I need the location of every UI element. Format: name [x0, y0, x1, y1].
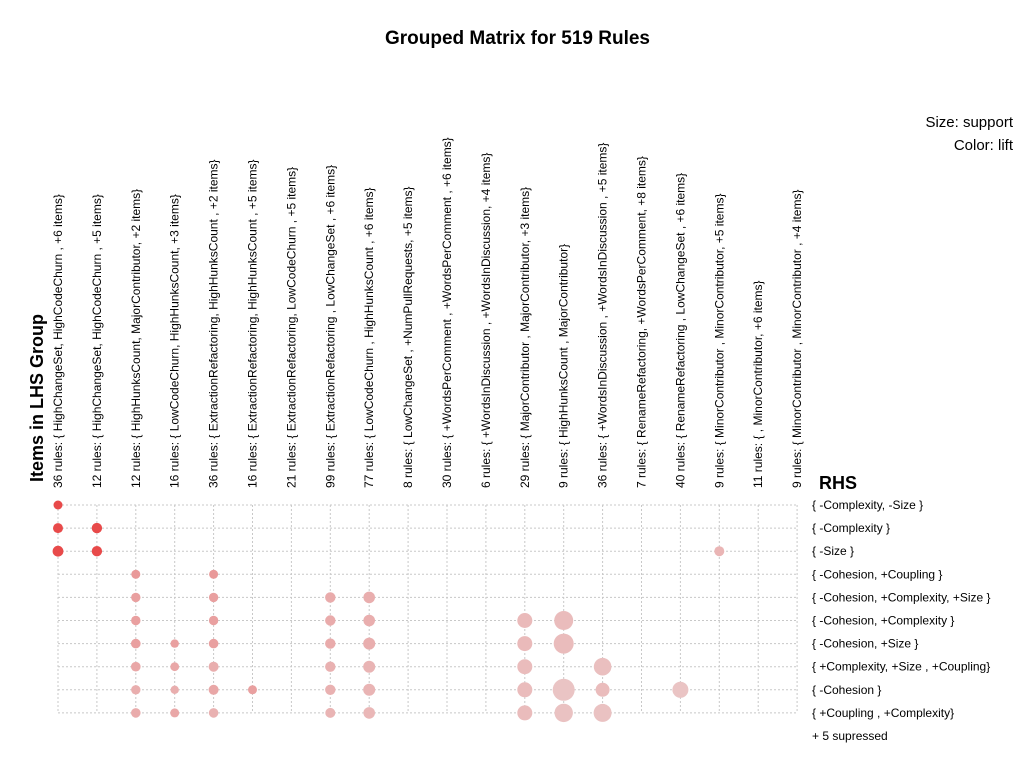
data-point — [325, 661, 336, 672]
chart-title: Grouped Matrix for 519 Rules — [384, 28, 650, 49]
data-point — [208, 708, 219, 718]
data-point — [517, 705, 533, 721]
data-point — [208, 615, 219, 626]
y-axis-label: Items in LHS Group — [27, 314, 47, 482]
column-label: 11 rules: { , MinorContributor, +6 items… — [751, 280, 765, 488]
data-point — [552, 678, 575, 701]
column-label: 12 rules: { HighChangeSet, HighCodeChurn… — [90, 194, 104, 488]
data-point — [131, 685, 141, 695]
data-point — [325, 684, 336, 695]
data-point — [714, 546, 725, 557]
data-point — [593, 703, 612, 722]
column-label: 9 rules: { MinorContributor , MinorContr… — [790, 190, 804, 488]
data-point — [131, 661, 141, 672]
column-label: 16 rules: { ExtractionRefactoring, HighH… — [246, 160, 260, 489]
column-label: 7 rules: { RenameRefactoring, +WordsPerC… — [635, 156, 649, 488]
column-label: 30 rules: { +WordsPerComment , +WordsPer… — [440, 137, 454, 488]
data-point — [208, 684, 219, 695]
data-point — [170, 708, 180, 718]
row-label: { -Cohesion, +Size } — [812, 637, 918, 651]
data-point — [53, 523, 63, 534]
suppressed-note: + 5 supressed — [812, 729, 888, 743]
row-label: { -Cohesion, +Coupling } — [812, 567, 942, 581]
data-point — [131, 708, 141, 718]
column-label: 36 rules: { ExtractionRefactoring, HighH… — [207, 160, 221, 489]
data-point — [91, 522, 103, 534]
data-point — [363, 660, 376, 673]
data-point — [131, 569, 141, 579]
data-point — [91, 546, 103, 557]
data-point — [363, 707, 376, 719]
data-point — [363, 591, 376, 604]
data-point — [554, 703, 573, 723]
data-point — [209, 569, 219, 579]
data-point — [131, 615, 141, 626]
row-label: { -Cohesion } — [812, 683, 881, 697]
data-point — [170, 639, 179, 648]
column-label: 8 rules: { LowChangeSet , +NumPullReques… — [401, 187, 415, 489]
data-point — [325, 592, 336, 603]
data-point — [363, 637, 376, 650]
data-point — [363, 683, 376, 696]
data-point — [325, 615, 336, 626]
column-label: 9 rules: { MinorContributor , MinorContr… — [712, 194, 726, 488]
data-point — [52, 545, 64, 557]
data-point — [672, 681, 689, 698]
row-label: { -Cohesion, +Complexity, +Size } — [812, 590, 991, 604]
data-point — [170, 685, 179, 694]
data-point — [595, 682, 610, 697]
row-label: { +Coupling , +Complexity} — [812, 706, 954, 720]
column-label: 36 rules: { HighChangeSet, HighCodeChurn… — [51, 194, 65, 488]
data-point — [208, 638, 219, 649]
data-point — [325, 638, 336, 649]
rhs-header: RHS — [819, 473, 857, 493]
data-point — [517, 613, 533, 628]
data-point — [554, 611, 574, 630]
data-point — [208, 661, 219, 672]
data-point — [53, 500, 63, 510]
data-point — [553, 633, 574, 654]
row-label: { -Size } — [812, 544, 854, 558]
row-label: { -Complexity, -Size } — [812, 498, 923, 512]
column-label: 99 rules: { ExtractionRefactoring , LowC… — [323, 165, 337, 488]
row-label: { -Complexity } — [812, 521, 890, 535]
data-point — [131, 592, 141, 603]
row-label: { +Complexity, +Size , +Coupling} — [812, 660, 990, 674]
data-point — [208, 592, 219, 603]
column-label: 6 rules: { +WordsInDiscussion , +WordsIn… — [479, 153, 493, 488]
data-point — [517, 682, 533, 698]
column-label: 16 rules: { LowCodeChurn, HighHunksCount… — [168, 194, 182, 488]
data-point — [517, 659, 533, 675]
column-label: 12 rules: { HighHunksCount, MajorContrib… — [129, 189, 143, 488]
data-point — [131, 638, 141, 649]
legend-size-label: Size: support — [925, 114, 1013, 131]
column-label: 9 rules: { HighHunksCount , MajorContrib… — [557, 244, 571, 488]
column-label: 29 rules: { MajorContributor , MajorCont… — [518, 187, 532, 488]
data-point — [325, 707, 336, 718]
row-label: { -Cohesion, +Complexity } — [812, 614, 954, 628]
legend-color-label: Color: lift — [953, 137, 1013, 154]
data-point — [170, 662, 180, 672]
column-label: 40 rules: { RenameRefactoring , LowChang… — [673, 173, 687, 488]
data-point — [248, 685, 257, 695]
data-point — [517, 636, 533, 652]
data-point — [363, 614, 376, 627]
column-label: 77 rules: { LowCodeChurn , HighHunksCoun… — [362, 188, 376, 489]
column-label: 21 rules: { ExtractionRefactoring, LowCo… — [284, 167, 298, 488]
column-label: 36 rules: { +WordsInDiscussion , +WordsI… — [596, 143, 610, 488]
data-point — [593, 657, 612, 676]
